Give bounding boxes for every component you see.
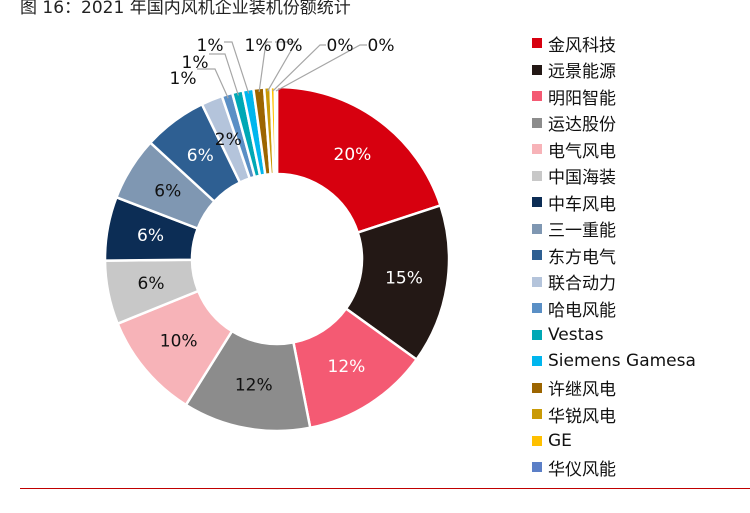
legend-label: 华锐风电 bbox=[548, 406, 616, 427]
data-label-item-10: 2% bbox=[215, 130, 242, 150]
data-label-item-3: 12% bbox=[328, 357, 366, 377]
legend-swatch bbox=[532, 117, 542, 128]
leader-line-item-14 bbox=[258, 41, 272, 93]
legend: 金风科技远景能源明阳智能运达股份电气风电中国海装中车风电三一重能东方电气联合动力… bbox=[532, 30, 696, 481]
data-label-item-5: 10% bbox=[160, 332, 198, 352]
legend-swatch bbox=[532, 409, 542, 420]
data-label-item-6: 6% bbox=[138, 274, 165, 294]
legend-item-item-14: 许继风电 bbox=[532, 375, 696, 402]
legend-label: 华仪风能 bbox=[548, 459, 616, 480]
data-label-vestas: 1% bbox=[182, 53, 209, 73]
legend-item-item-7: 中车风电 bbox=[532, 189, 696, 216]
data-label-item-14: 1% bbox=[245, 36, 272, 56]
data-label-item-8: 6% bbox=[154, 181, 181, 201]
legend-swatch bbox=[532, 144, 542, 155]
legend-swatch bbox=[532, 38, 542, 49]
leader-line-item-15 bbox=[267, 41, 298, 92]
data-label-item-9: 6% bbox=[187, 146, 214, 166]
legend-item-item-9: 东方电气 bbox=[532, 242, 696, 269]
slice-item-17 bbox=[273, 85, 279, 176]
legend-item-item-2: 远景能源 bbox=[532, 57, 696, 84]
legend-item-item-5: 电气风电 bbox=[532, 136, 696, 163]
leader-line-item-11 bbox=[197, 68, 229, 99]
legend-swatch bbox=[532, 303, 542, 314]
legend-item-item-17: 华仪风能 bbox=[532, 454, 696, 481]
legend-item-item-3: 明阳智能 bbox=[532, 83, 696, 110]
data-label-item-1: 20% bbox=[334, 145, 372, 165]
legend-item-item-1: 金风科技 bbox=[532, 30, 696, 57]
leader-line-siemens-gamesa bbox=[224, 41, 250, 94]
data-label-item-17: 0% bbox=[368, 36, 395, 56]
legend-item-item-6: 中国海装 bbox=[532, 163, 696, 190]
legend-label: 三一重能 bbox=[548, 221, 616, 242]
legend-label: 哈电风能 bbox=[548, 300, 616, 321]
legend-item-item-4: 运达股份 bbox=[532, 110, 696, 137]
legend-label: Vestas bbox=[548, 324, 604, 345]
legend-label: 运达股份 bbox=[548, 115, 616, 136]
legend-label: 电气风电 bbox=[548, 141, 616, 162]
data-label-item-2: 15% bbox=[385, 269, 423, 289]
legend-swatch bbox=[532, 223, 542, 234]
legend-label: 明阳智能 bbox=[548, 88, 616, 109]
legend-label: 金风科技 bbox=[548, 35, 616, 56]
bottom-divider bbox=[20, 488, 750, 489]
legend-item-item-11: 哈电风能 bbox=[532, 295, 696, 322]
legend-swatch bbox=[532, 329, 542, 340]
legend-swatch bbox=[532, 250, 542, 261]
legend-label: 许继风电 bbox=[548, 380, 616, 401]
legend-swatch bbox=[532, 170, 542, 181]
legend-swatch bbox=[532, 197, 542, 208]
data-label-item-7: 6% bbox=[137, 226, 164, 246]
data-label-item-4: 12% bbox=[235, 375, 273, 395]
legend-swatch bbox=[532, 91, 542, 102]
slice-item-1 bbox=[275, 85, 443, 235]
legend-label: GE bbox=[548, 430, 572, 451]
chart-title: 图 16：2021 年国内风机企业装机份额统计 bbox=[20, 0, 351, 18]
legend-swatch bbox=[532, 276, 542, 287]
data-label-ge: 0% bbox=[327, 36, 354, 56]
legend-label: 联合动力 bbox=[548, 274, 616, 295]
legend-item-item-15: 华锐风电 bbox=[532, 401, 696, 428]
legend-swatch bbox=[532, 382, 542, 393]
legend-item-vestas: Vestas bbox=[532, 322, 696, 349]
legend-swatch bbox=[532, 356, 542, 367]
legend-label: 远景能源 bbox=[548, 62, 616, 83]
legend-swatch bbox=[532, 462, 542, 473]
data-label-item-11: 1% bbox=[170, 69, 197, 89]
legend-swatch bbox=[532, 64, 542, 75]
legend-item-siemens-gamesa: Siemens Gamesa bbox=[532, 348, 696, 375]
legend-label: Siemens Gamesa bbox=[548, 351, 696, 372]
leader-line-item-17 bbox=[275, 44, 367, 92]
leader-line-ge bbox=[272, 44, 326, 92]
legend-swatch bbox=[532, 435, 542, 446]
legend-item-item-8: 三一重能 bbox=[532, 216, 696, 243]
leader-line-vestas bbox=[209, 53, 239, 96]
data-label-siemens-gamesa: 1% bbox=[197, 36, 224, 56]
legend-label: 东方电气 bbox=[548, 247, 616, 268]
legend-label: 中车风电 bbox=[548, 194, 616, 215]
legend-item-ge: GE bbox=[532, 428, 696, 455]
data-label-item-15: 0% bbox=[276, 36, 303, 56]
legend-label: 中国海装 bbox=[548, 168, 616, 189]
legend-item-item-10: 联合动力 bbox=[532, 269, 696, 296]
